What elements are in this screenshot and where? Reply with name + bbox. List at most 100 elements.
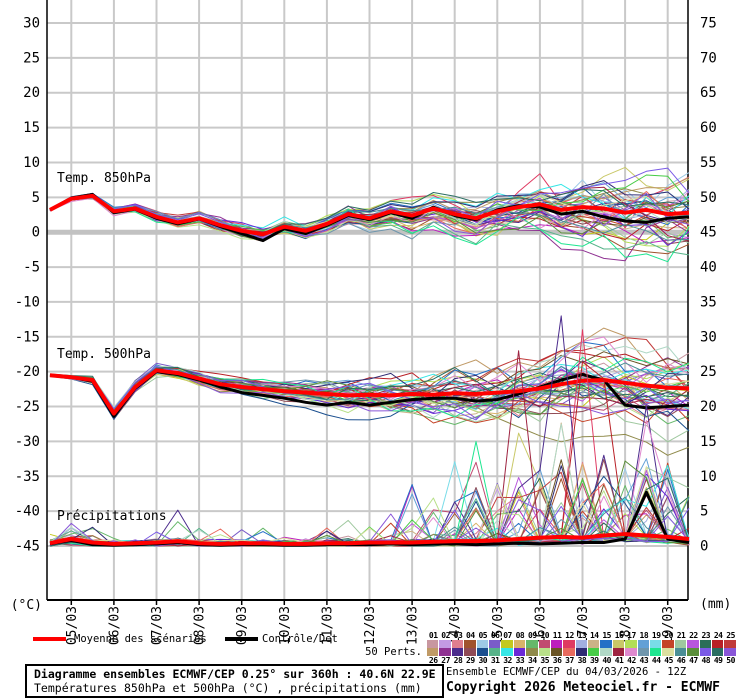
pert-column: 20 45 — [662, 631, 674, 665]
pert-swatch — [538, 640, 550, 648]
pert-swatch — [650, 648, 662, 656]
pert-number: 42 — [627, 656, 636, 665]
legend-mean-line-swatch — [33, 637, 66, 641]
pert-swatch — [588, 648, 600, 656]
svg-text:Précipitations: Précipitations — [57, 509, 167, 524]
pert-swatch — [563, 640, 575, 648]
pert-number: 01 — [428, 631, 438, 640]
svg-text:16/03: 16/03 — [533, 606, 548, 645]
svg-text:-30: -30 — [15, 434, 40, 450]
chart-title: Diagramme ensembles ECMWF/CEP 0.25° sur … — [34, 667, 436, 681]
pert-column: 14 39 — [588, 631, 600, 665]
pert-number: 47 — [689, 656, 698, 665]
pert-swatch — [513, 640, 526, 648]
pert-swatch — [699, 648, 711, 656]
svg-text:14/03: 14/03 — [448, 606, 463, 645]
svg-text:11/03: 11/03 — [320, 606, 335, 645]
svg-text:-5: -5 — [23, 260, 40, 276]
ensemble-member-line — [49, 193, 690, 240]
pert-column: 03 28 — [451, 631, 464, 665]
pert-number: 10 — [540, 631, 550, 640]
svg-text:07/03: 07/03 — [150, 606, 165, 645]
pert-swatch — [612, 648, 625, 656]
pert-column: 08 33 — [513, 631, 526, 665]
pert-swatch — [637, 648, 650, 656]
pert-swatch — [637, 640, 650, 648]
pert-swatch — [674, 648, 687, 656]
pert-number: 14 — [589, 631, 599, 640]
svg-text:0: 0 — [700, 538, 708, 554]
pert-swatch — [501, 640, 513, 648]
svg-text:25: 25 — [23, 50, 40, 66]
pert-column: 17 42 — [625, 631, 637, 665]
pert-column: 01 26 — [427, 631, 439, 665]
pert-number: 12 — [565, 631, 574, 640]
svg-text:(°C): (°C) — [11, 598, 42, 613]
pert-number: 49 — [713, 656, 723, 665]
svg-text:55: 55 — [700, 155, 717, 171]
svg-text:-20: -20 — [15, 364, 40, 380]
pert-column: 10 35 — [538, 631, 551, 665]
run-info: Ensemble ECMWF/CEP du 04/03/2026 - 12Z — [446, 666, 687, 678]
pert-number: 28 — [453, 656, 463, 665]
svg-text:5: 5 — [700, 504, 708, 520]
pert-swatch — [662, 648, 674, 656]
svg-text:-45: -45 — [15, 538, 40, 554]
pert-number: 45 — [664, 656, 673, 665]
pert-column: 04 29 — [464, 631, 476, 665]
perturbation-legend: 01 26 02 27 03 28 04 29 05 30 06 31 07 32 08 33 09 34 10 35… — [427, 631, 737, 665]
panel-precip — [49, 315, 690, 547]
pert-swatch — [439, 648, 451, 656]
pert-swatch — [451, 648, 464, 656]
pert-number: 38 — [577, 656, 587, 665]
svg-text:05/03: 05/03 — [65, 606, 80, 645]
svg-text:-40: -40 — [15, 504, 40, 520]
pert-number: 07 — [503, 631, 512, 640]
pert-swatch — [575, 640, 588, 648]
pert-column: 23 48 — [699, 631, 712, 665]
pert-swatch — [724, 640, 736, 648]
svg-text:(mm): (mm) — [700, 597, 731, 612]
pert-swatch — [526, 648, 538, 656]
pert-swatch — [674, 640, 687, 648]
pert-number: 34 — [528, 656, 537, 665]
pert-number: 21 — [676, 631, 686, 640]
svg-text:70: 70 — [700, 50, 717, 66]
chart-title-box: Diagramme ensembles ECMWF/CEP 0.25° sur … — [25, 664, 444, 698]
pert-number: 41 — [614, 656, 624, 665]
pert-number: 46 — [676, 656, 686, 665]
pert-swatch — [427, 648, 439, 656]
svg-text:5: 5 — [32, 190, 40, 206]
pert-column: 19 44 — [650, 631, 662, 665]
mean-line — [49, 368, 690, 416]
pert-swatch — [650, 640, 662, 648]
pert-number: 23 — [701, 631, 711, 640]
pert-number: 17 — [627, 631, 636, 640]
pert-number: 36 — [552, 656, 562, 665]
svg-text:18/03: 18/03 — [619, 606, 634, 645]
svg-text:-25: -25 — [15, 399, 40, 415]
panel-titles: Temp. 850hPa Temp. 500hPa Précipitations — [57, 171, 167, 524]
pert-number: 06 — [490, 631, 500, 640]
svg-text:09/03: 09/03 — [235, 606, 250, 645]
pert-number: 25 — [726, 631, 735, 640]
svg-text:30: 30 — [700, 329, 717, 345]
perts-count-label: 50 Perts. — [365, 646, 422, 658]
pert-number: 05 — [478, 631, 488, 640]
pert-swatch — [600, 640, 612, 648]
run-info-block: Ensemble ECMWF/CEP du 04/03/2026 - 12Z C… — [446, 666, 720, 695]
svg-text:-15: -15 — [15, 329, 40, 345]
pert-number: 16 — [614, 631, 624, 640]
ensemble-chart: 302520151050-5-10-15-20-25-30-35-40-4575… — [10, 0, 732, 646]
pert-column: 15 40 — [600, 631, 612, 665]
pert-swatch — [476, 640, 488, 648]
pert-swatch — [625, 640, 637, 648]
pert-number: 33 — [515, 656, 525, 665]
pert-number: 31 — [490, 656, 500, 665]
pert-number: 22 — [689, 631, 698, 640]
pert-number: 27 — [441, 656, 450, 665]
pert-number: 35 — [540, 656, 550, 665]
pert-swatch — [711, 640, 724, 648]
axis-labels: 302520151050-5-10-15-20-25-30-35-40-4575… — [11, 16, 732, 646]
legend-mean-label: Moyenne des scénarios — [74, 633, 207, 645]
